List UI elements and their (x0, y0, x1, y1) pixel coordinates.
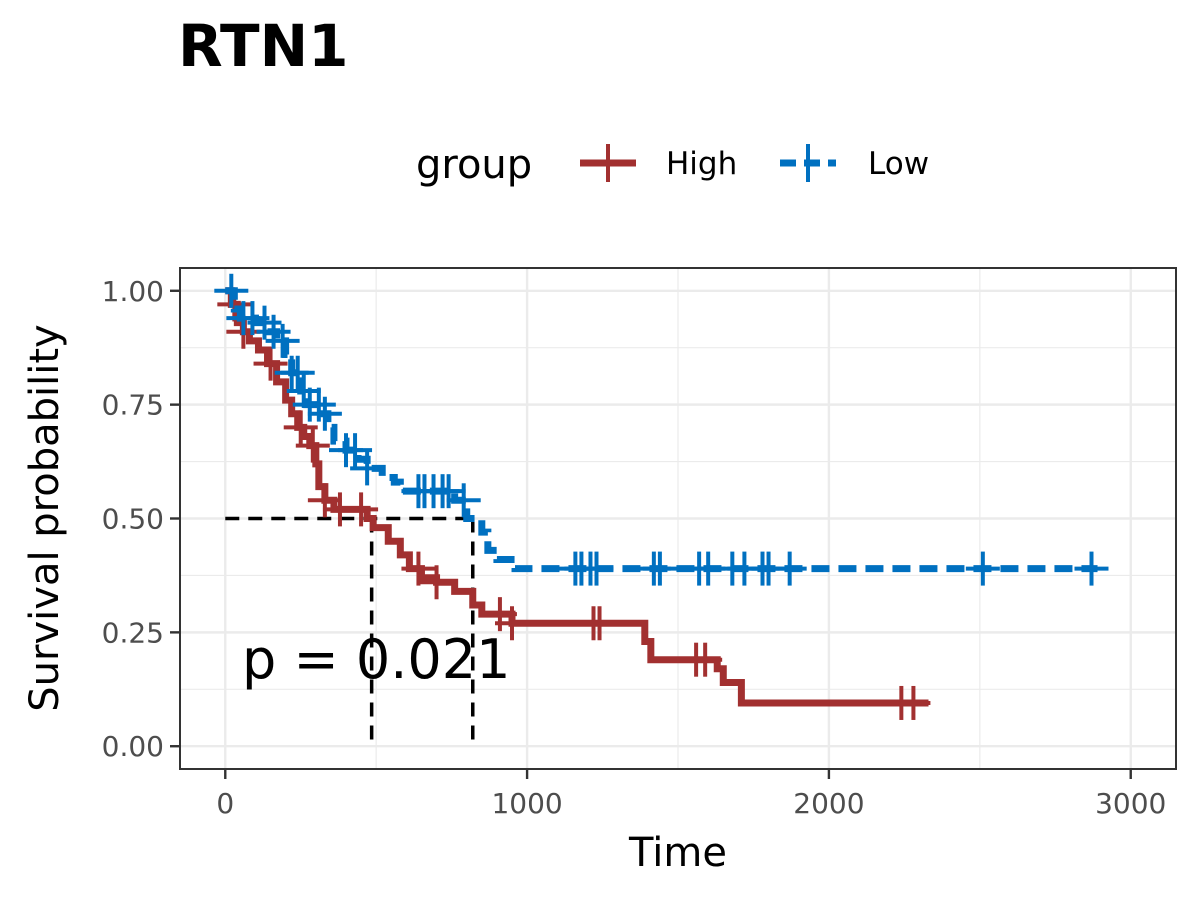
legend-key-high (580, 144, 636, 182)
series-high-censor-mark (419, 565, 454, 600)
legend-label-low: Low (868, 146, 929, 182)
series-low-censor-mark (256, 314, 291, 349)
y-tick-label: 0.75 (102, 389, 164, 422)
series-high-censor-mark (307, 483, 342, 518)
x-tick-label: 1000 (491, 787, 562, 820)
y-tick-label: 0.25 (102, 616, 164, 649)
series-low-censor-mark (280, 355, 315, 390)
series-layer (214, 273, 1109, 720)
legend-title: group (416, 142, 532, 188)
x-axis: 0 1000 2000 3000 (216, 769, 1166, 820)
series-high-censor-mark (495, 606, 529, 641)
series-low-censor-mark (772, 551, 807, 586)
p-value-annotation: p = 0.021 (242, 628, 510, 691)
series-low-censor-mark (338, 433, 373, 468)
series-low-censor-mark (642, 551, 677, 586)
series-high-censor-mark (401, 551, 436, 586)
series-low-censor-mark (350, 451, 385, 486)
x-tick-label: 3000 (1095, 787, 1166, 820)
series-low-censor-mark (286, 373, 321, 408)
series-low-censor-mark (579, 551, 614, 586)
x-tick-label: 2000 (793, 787, 864, 820)
legend-key-low (780, 144, 836, 182)
series-low-censor-mark (446, 483, 481, 518)
series-low-censor-mark (214, 273, 249, 308)
series-low-censor-mark (965, 551, 1000, 586)
series-high-censor-mark (688, 642, 723, 677)
legend: group High Low (416, 142, 929, 188)
y-tick-label: 1.00 (102, 275, 164, 308)
median-lines (225, 516, 475, 747)
y-tick-label: 0.50 (102, 503, 164, 536)
series-high-censor-mark (582, 606, 617, 641)
series-high-censor-mark (283, 410, 318, 445)
series-low-censor-mark (307, 396, 342, 431)
series-low-censor-mark (247, 305, 282, 340)
series-high-censor-mark (295, 428, 330, 463)
series-low-censor-mark (1074, 551, 1109, 586)
series-low-censor-mark (431, 474, 466, 509)
y-axis: 0.00 0.25 0.50 0.75 1.00 (102, 275, 180, 763)
x-tick-label: 0 (216, 787, 234, 820)
series-high-censor-mark (896, 685, 931, 720)
chart-title: RTN1 (178, 12, 349, 80)
series-high-censor-mark (344, 492, 379, 527)
y-tick-label: 0.00 (102, 730, 164, 763)
legend-label-high: High (666, 146, 737, 182)
y-axis-title: Survival probability (22, 324, 68, 711)
series-high-censor-mark (253, 346, 288, 381)
series-low-censor-mark (265, 323, 300, 358)
x-axis-title: Time (628, 830, 727, 876)
series-low-censor-mark (301, 387, 336, 422)
